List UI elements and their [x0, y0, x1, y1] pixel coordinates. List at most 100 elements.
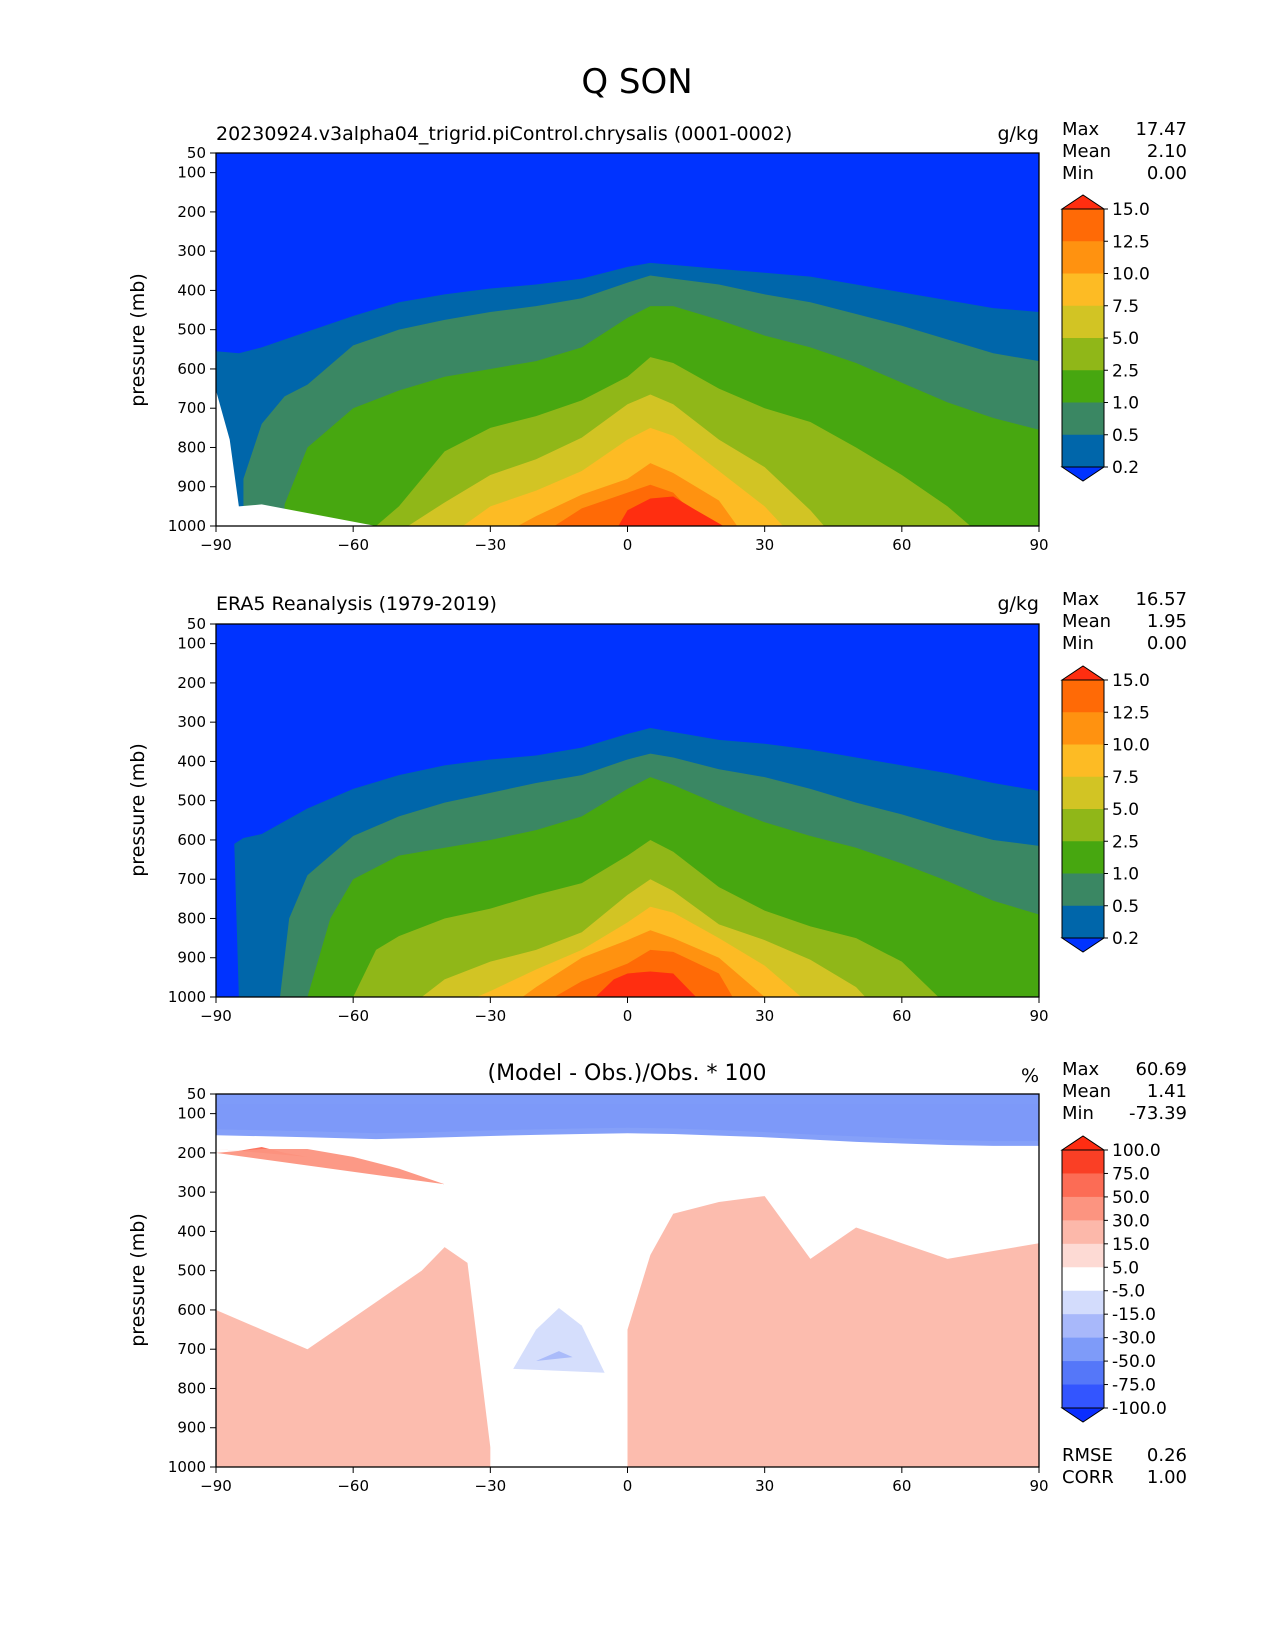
- panel-1-stats: Max 17.47 Mean 2.10 Min 0.00: [1062, 119, 1187, 184]
- panel-1-title: 20230924.v3alpha04_trigrid.piControl.chr…: [216, 123, 792, 145]
- xtick-label: 90: [1029, 1477, 1048, 1495]
- stat-min-value: 0.00: [1147, 633, 1187, 654]
- colorbar-tick-label: 15.0: [1112, 1235, 1150, 1255]
- colorbar-tick-label: 5.0: [1112, 1258, 1139, 1278]
- panel-3: (Model - Obs.)/Obs. * 100 % pressure (mb…: [127, 1059, 1187, 1488]
- colorbar-min-extend: [1060, 1407, 1106, 1423]
- colorbar: 15.0 12.5 10.0 7.5 5.0 2.5 1.0 0.5 0.2: [1060, 194, 1150, 482]
- xtick-label: 0: [623, 1477, 633, 1495]
- stat-max-value: 16.57: [1135, 589, 1187, 610]
- diff-region-2: [513, 1307, 605, 1373]
- ytick-label: 100: [177, 635, 206, 653]
- contour-fill-15: [618, 496, 724, 526]
- ytick-label: 50: [187, 615, 206, 633]
- ytick-label: 500: [177, 1262, 206, 1280]
- xtick-label: −90: [200, 1007, 232, 1025]
- xtick-label: −60: [337, 1477, 369, 1495]
- colorbar-swatch: [1062, 273, 1104, 307]
- masked-topography: [216, 390, 377, 526]
- colorbar-max-extend: [1060, 194, 1106, 210]
- ytick-label: 200: [177, 1144, 206, 1162]
- ytick-label: 800: [177, 438, 206, 456]
- colorbar-tick-label: -50.0: [1112, 1352, 1156, 1372]
- stat-min-value: 0.00: [1147, 163, 1187, 184]
- ytick-label: 900: [177, 1419, 206, 1437]
- colorbar-swatch: [1062, 370, 1104, 403]
- ytick-label: 600: [177, 1301, 206, 1319]
- colorbar-swatch: [1062, 1267, 1104, 1292]
- colorbar-swatch: [1062, 1314, 1104, 1339]
- diff-region-4: [216, 1247, 491, 1467]
- colorbar-swatch: [1062, 434, 1104, 468]
- plot-area: [216, 153, 1039, 526]
- panel-2-ylabel: pressure (mb): [127, 743, 149, 877]
- ytick-label: 700: [177, 399, 206, 417]
- colorbar-tick-label: 10.0: [1112, 736, 1150, 756]
- ytick-label: 800: [177, 909, 206, 927]
- ytick-label: 700: [177, 870, 206, 888]
- colorbar-swatch: [1062, 1196, 1104, 1221]
- stat-mean-value: 2.10: [1147, 141, 1187, 162]
- plot-area: [216, 624, 1039, 997]
- stat-rmse-value: 0.26: [1147, 1445, 1187, 1466]
- panel-3-stats: Max 60.69 Mean 1.41 Min -73.39 RMSE 0.26…: [1062, 1059, 1187, 1488]
- colorbar-tick-label: 30.0: [1112, 1211, 1150, 1231]
- xtick-label: −90: [200, 536, 232, 554]
- xtick-label: 60: [892, 536, 911, 554]
- ytick-label: 300: [177, 242, 206, 260]
- panel-2-stats: Max 16.57 Mean 1.95 Min 0.00: [1062, 589, 1187, 654]
- colorbar-swatch: [1062, 873, 1104, 907]
- colorbar-swatch: [1062, 1173, 1104, 1198]
- stat-corr-value: 1.00: [1147, 1467, 1187, 1488]
- xtick-label: 0: [623, 536, 633, 554]
- colorbar-tick-label: 5.0: [1112, 329, 1139, 349]
- panel-2-title: ERA5 Reanalysis (1979-2019): [216, 593, 497, 615]
- stat-max-value: 60.69: [1135, 1059, 1187, 1080]
- colorbar-max-extend: [1060, 1135, 1106, 1151]
- ytick-label: 50: [187, 1085, 206, 1103]
- colorbar-tick-label: 7.5: [1112, 297, 1139, 317]
- xtick-label: −60: [337, 1007, 369, 1025]
- panel-3-units: %: [1021, 1065, 1039, 1087]
- xtick-label: 60: [892, 1477, 911, 1495]
- ytick-label: 400: [177, 752, 206, 770]
- colorbar-tick-label: 0.2: [1112, 458, 1139, 478]
- colorbar-swatch: [1062, 305, 1104, 339]
- colorbar-tick-label: 10.0: [1112, 265, 1150, 285]
- stat-min-label: Min: [1062, 163, 1094, 184]
- colorbar-tick-label: 2.5: [1112, 832, 1139, 852]
- diff-region-5: [627, 1196, 1039, 1467]
- colorbar-swatch: [1062, 680, 1104, 713]
- colorbar-swatch: [1062, 1337, 1104, 1362]
- colorbar-swatch: [1062, 402, 1104, 436]
- xtick-label: 30: [755, 1477, 774, 1495]
- colorbar-swatch: [1062, 841, 1104, 874]
- colorbar-tick-label: -30.0: [1112, 1329, 1156, 1349]
- diff-region-1: [216, 1094, 1039, 1146]
- colorbar-swatch: [1062, 1384, 1104, 1409]
- ytick-label: 800: [177, 1379, 206, 1397]
- colorbar-tick-label: -5.0: [1112, 1282, 1145, 1302]
- colorbar-tick-label: 15.0: [1112, 200, 1150, 220]
- ytick-label: 400: [177, 1222, 206, 1240]
- ytick-label: 1000: [168, 1458, 206, 1476]
- ytick-label: 100: [177, 1105, 206, 1123]
- stat-rmse-label: RMSE: [1062, 1445, 1113, 1466]
- xtick-label: 0: [623, 1007, 633, 1025]
- colorbar-tick-label: 75.0: [1112, 1164, 1150, 1184]
- colorbar-tick-label: 1.0: [1112, 394, 1139, 414]
- panel-2: ERA5 Reanalysis (1979-2019) g/kg pressur…: [127, 589, 1187, 877]
- ytick-label: 1000: [168, 517, 206, 535]
- diff-region-3: [536, 1351, 573, 1361]
- xtick-label: 90: [1029, 536, 1048, 554]
- stat-mean-value: 1.41: [1147, 1081, 1187, 1102]
- colorbar-min-extend: [1060, 466, 1106, 482]
- colorbar-swatch: [1062, 209, 1104, 242]
- colorbar-tick-label: 0.2: [1112, 929, 1139, 949]
- stat-min-label: Min: [1062, 633, 1094, 654]
- colorbar-frame: [1061, 1149, 1105, 1409]
- colorbar-swatch: [1062, 809, 1104, 842]
